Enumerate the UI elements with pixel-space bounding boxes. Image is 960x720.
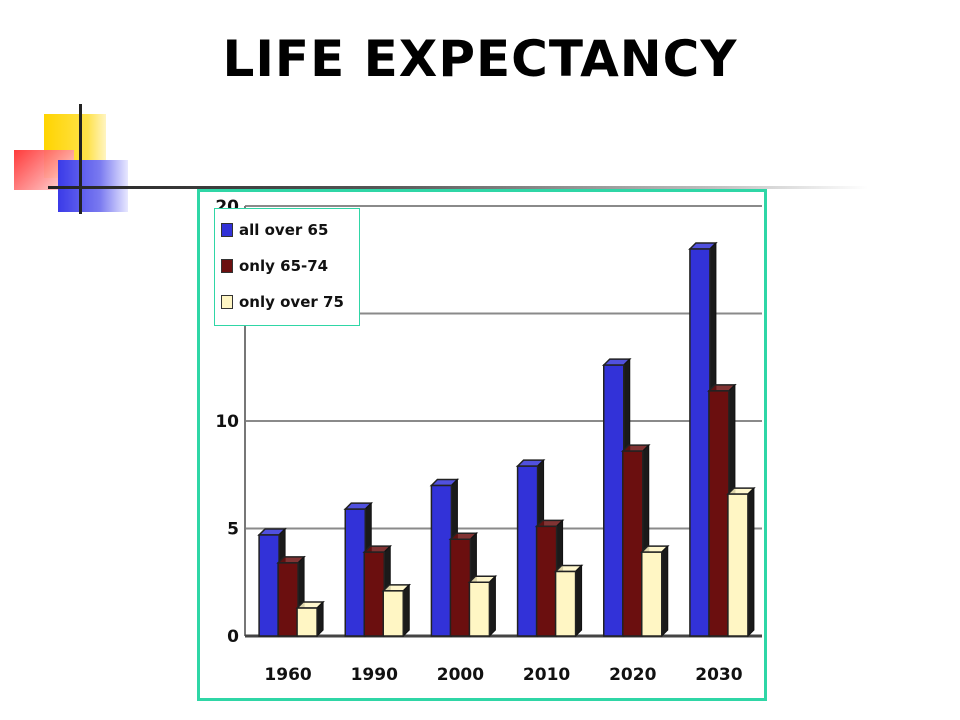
x-tick-label-1960: 1960	[264, 665, 311, 685]
legend-swatch-1	[221, 259, 233, 273]
decorative-horizontal-line	[48, 186, 868, 189]
bar-only-65-74-2030	[708, 390, 730, 637]
bar-only-over-75-2000	[468, 581, 491, 637]
chart-frame: 05101520196019902000201020202030 all ove…	[197, 189, 767, 701]
bar-all-over-65-1960	[258, 534, 280, 637]
x-tick-label-2020: 2020	[609, 665, 656, 685]
bar-only-over-75-2020	[641, 551, 663, 637]
slide-title: LIFE EXPECTANCY	[222, 30, 738, 88]
legend-item-0: all over 65	[221, 219, 328, 241]
bar-only-over-75-2010	[554, 570, 577, 637]
bar-side-only-over-75-2010	[575, 564, 583, 638]
bar-only-over-75-2030	[727, 493, 749, 637]
bar-all-over-65-2020	[603, 364, 625, 637]
bar-all-over-65-2010	[516, 465, 539, 637]
y-tick-label-1: 5	[227, 520, 239, 540]
x-tick-label-2010: 2010	[523, 665, 570, 685]
bar-only-65-74-2000	[449, 538, 472, 637]
bar-side-only-over-75-2020	[661, 544, 669, 638]
legend-item-1: only 65-74	[221, 255, 328, 277]
bar-all-over-65-1990	[344, 508, 366, 637]
bar-only-65-74-1990	[363, 551, 385, 637]
y-tick-label-0: 0	[227, 627, 239, 647]
bar-side-only-over-75-1960	[316, 600, 324, 638]
legend-swatch-0	[221, 223, 233, 237]
bar-only-over-75-1960	[296, 607, 318, 637]
legend-item-2: only over 75	[221, 291, 344, 313]
legend-label-1: only 65-74	[239, 257, 329, 275]
legend-swatch-2	[221, 295, 233, 309]
bar-only-65-74-1960	[277, 562, 299, 637]
chart-legend: all over 65 only 65-74 only over 75	[214, 208, 360, 326]
bar-side-only-over-75-2030	[747, 486, 755, 638]
bar-only-65-74-2010	[535, 525, 558, 637]
decorative-vertical-line	[79, 104, 82, 214]
bar-all-over-65-2000	[430, 484, 453, 637]
bar-side-only-over-75-1990	[402, 583, 410, 638]
x-tick-label-2030: 2030	[695, 665, 742, 685]
bar-side-only-over-75-2000	[488, 575, 496, 638]
bar-all-over-65-2030	[689, 248, 711, 637]
legend-label-0: all over 65	[239, 221, 329, 239]
legend-label-2: only over 75	[239, 293, 344, 311]
bar-only-65-74-2020	[622, 450, 644, 637]
x-tick-label-2000: 2000	[437, 665, 484, 685]
x-tick-label-1990: 1990	[351, 665, 398, 685]
y-tick-label-2: 10	[215, 412, 239, 432]
bar-only-over-75-1990	[382, 590, 404, 637]
bar-chart: 05101520196019902000201020202030	[215, 197, 762, 685]
